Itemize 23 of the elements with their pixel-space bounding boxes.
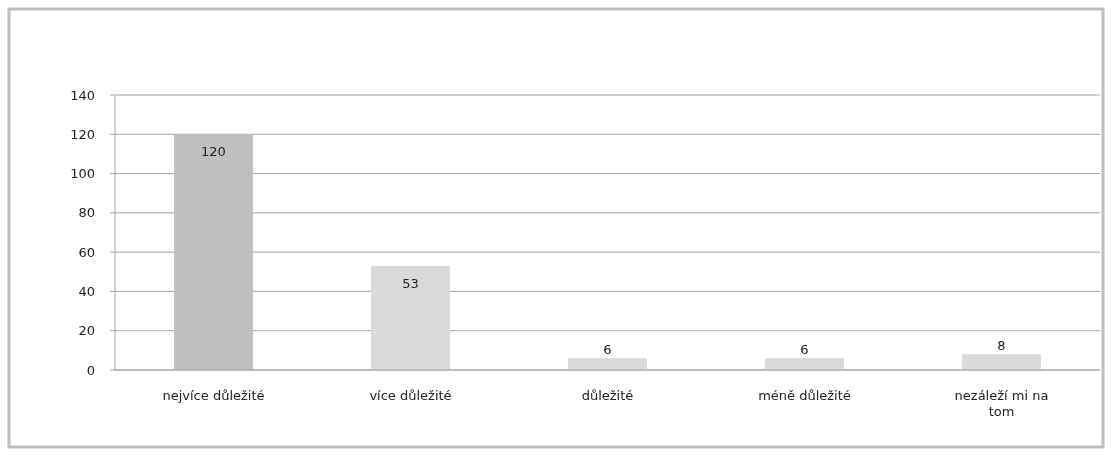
bar [174, 134, 253, 370]
x-tick-label: méně důležité [758, 388, 851, 403]
data-label: 53 [402, 275, 419, 291]
y-tick-label: 140 [70, 87, 95, 103]
x-tick-label: více důležité [369, 388, 452, 403]
y-tick-label: 80 [78, 205, 95, 221]
y-tick-label: 40 [78, 283, 95, 299]
y-tick-label: 0 [86, 362, 95, 378]
y-tick-label: 100 [70, 166, 95, 182]
data-label: 6 [800, 342, 809, 358]
bar [371, 265, 450, 370]
data-label: 6 [603, 342, 612, 358]
x-tick-label: nezáleží mi na tom [954, 388, 1049, 419]
x-tick-label: nejvíce důležité [162, 388, 265, 403]
x-tick-label: důležité [581, 388, 634, 403]
data-label: 8 [997, 338, 1006, 354]
y-tick-label: 20 [78, 323, 95, 339]
data-label: 120 [201, 144, 226, 160]
y-tick-label: 120 [70, 126, 95, 142]
y-tick-label: 60 [78, 244, 95, 260]
bar [568, 358, 647, 370]
bar [962, 354, 1041, 370]
bar [765, 358, 844, 370]
